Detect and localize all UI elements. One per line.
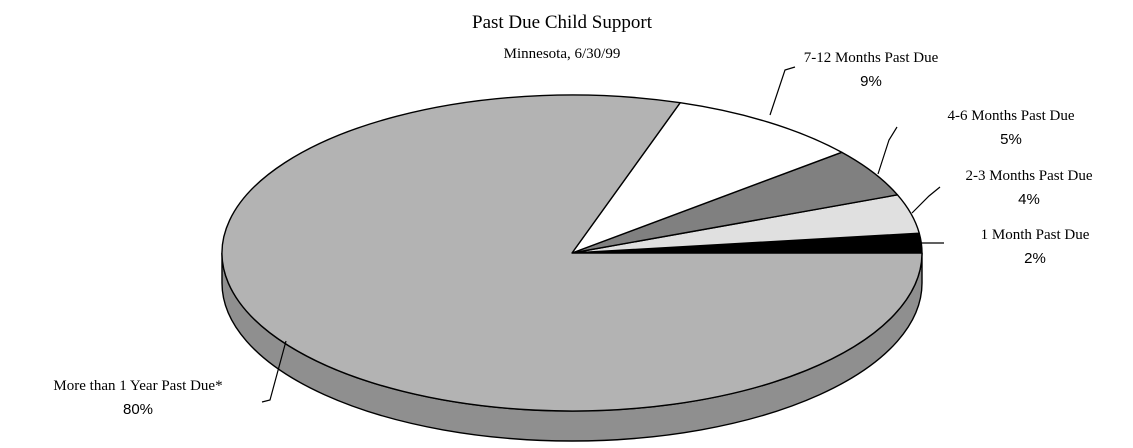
chart-title: Past Due Child Support: [472, 12, 653, 33]
slice-7-12-months: [571, 102, 843, 254]
leader-7-12-months: [769, 66, 796, 116]
pie-slices: [221, 94, 923, 412]
slice-label-4-6-months: 4-6 Months Past Due: [947, 108, 1074, 124]
slice-value-4-6-months: 5%: [1000, 131, 1022, 148]
leader-lines: [261, 66, 944, 403]
slice-value-7-12-months: 9%: [860, 73, 882, 90]
chart-subtitle: Minnesota, 6/30/99: [504, 46, 621, 62]
slice-value-more-than-1-year: 80%: [123, 401, 153, 418]
slice-label-1-month: 1 Month Past Due: [981, 227, 1090, 243]
leader-2-3-months: [911, 186, 941, 214]
slice-label-7-12-months: 7-12 Months Past Due: [804, 50, 939, 66]
leader-4-6-months: [877, 126, 898, 175]
slice-more-than-1-year: [221, 94, 923, 412]
slice-label-more-than-1-year: More than 1 Year Past Due*: [53, 378, 222, 394]
leader-more-than-1-year: [261, 340, 287, 403]
slice-value-1-month: 2%: [1024, 250, 1046, 267]
slice-label-2-3-months: 2-3 Months Past Due: [965, 168, 1092, 184]
slice-value-2-3-months: 4%: [1018, 191, 1040, 208]
